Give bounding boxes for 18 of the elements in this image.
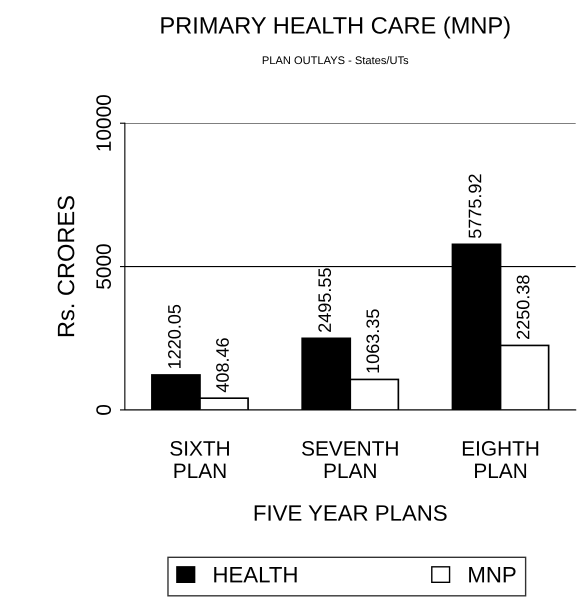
data-label: 2495.55: [318, 268, 332, 332]
y-tick-label: 0: [96, 404, 112, 415]
x-tick-label: SEVENTH PLAN: [302, 441, 398, 478]
data-label: 408.46: [216, 338, 229, 392]
legend-label: HEALTH: [214, 567, 297, 582]
data-label: 1220.05: [168, 304, 181, 368]
legend-label: MNP: [469, 567, 516, 582]
data-label: 2250.38: [516, 275, 530, 339]
x-tick-label: EIGHTH PLAN: [462, 441, 538, 478]
chart-title: PRIMARY HEALTH CARE (MNP): [161, 16, 510, 38]
data-label: 1063.35: [366, 309, 380, 372]
x-tick-label: SIXTH PLAN: [170, 441, 229, 478]
chart-subtitle: PLAN OUTLAYS - States/UTs: [262, 56, 408, 64]
y-tick-label: 5000: [96, 244, 112, 289]
y-tick-label: 10000: [96, 95, 112, 151]
y-axis-title: Rs. CRORES: [58, 196, 74, 336]
data-label: 5775.92: [468, 174, 482, 238]
x-axis-title: FIVE YEAR PLANS: [254, 505, 447, 521]
